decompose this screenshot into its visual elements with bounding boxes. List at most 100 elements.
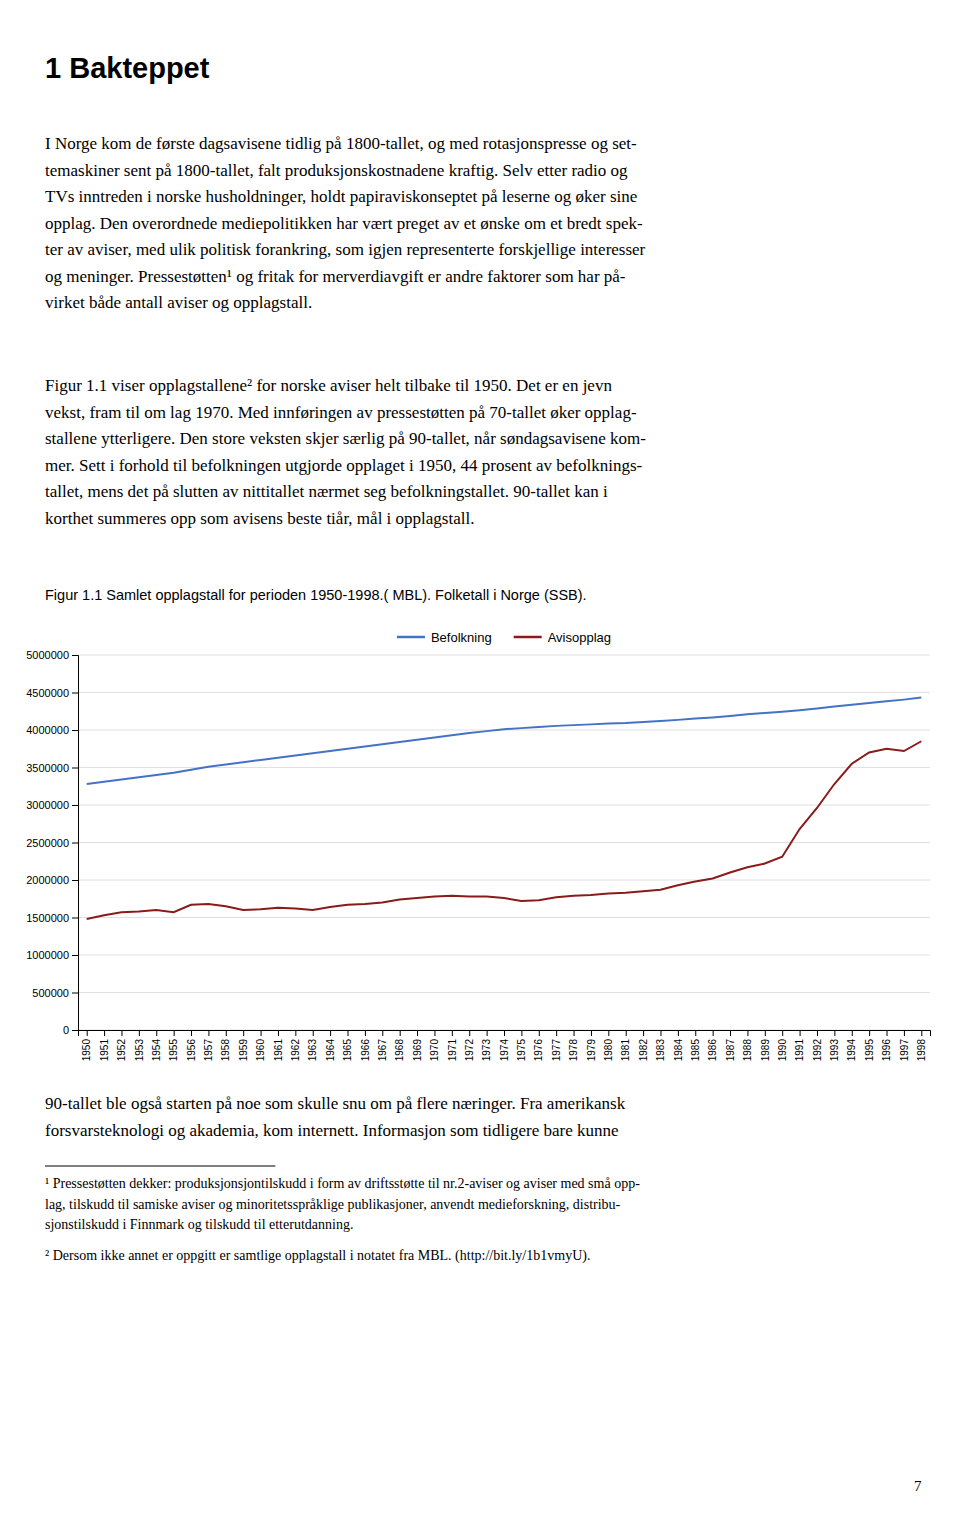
- x-tick: 1956: [186, 1030, 197, 1061]
- x-tick: 1984: [673, 1030, 684, 1061]
- x-tick: 1966: [360, 1030, 371, 1061]
- x-tick: 1951: [99, 1030, 110, 1061]
- tick-mark: [904, 1030, 905, 1036]
- tick-mark: [174, 1030, 175, 1036]
- tick-mark: [382, 1030, 383, 1036]
- tick-mark: [72, 955, 78, 956]
- tick-label: 3500000: [26, 762, 69, 774]
- x-tick: 1970: [429, 1030, 440, 1061]
- paragraph-line: TVs inntreden i norske husholdninger, ho…: [45, 187, 637, 206]
- tick-label: 1962: [290, 1039, 301, 1062]
- x-tick: 1968: [394, 1030, 405, 1061]
- tick-mark: [72, 843, 78, 844]
- x-tick: 1955: [168, 1030, 179, 1061]
- tick-mark: [695, 1030, 696, 1036]
- tick-mark: [365, 1030, 366, 1036]
- tick-label: 1970: [429, 1039, 440, 1062]
- tick-label: 1997: [899, 1039, 910, 1062]
- tick-label: 1980: [603, 1039, 614, 1062]
- tick-mark: [539, 1030, 540, 1036]
- tick-label: 1968: [394, 1039, 405, 1062]
- tick-mark: [626, 1030, 627, 1036]
- tick-mark: [295, 1030, 296, 1036]
- x-tick: 1985: [690, 1030, 701, 1061]
- series-line: [87, 741, 922, 919]
- tick-mark: [72, 918, 78, 919]
- tick-mark: [400, 1030, 401, 1036]
- tick-label: 1971: [447, 1039, 458, 1062]
- y-tick: 1500000: [26, 912, 78, 924]
- tick-mark: [713, 1030, 714, 1036]
- tick-mark: [574, 1030, 575, 1036]
- tick-label: 1961: [273, 1039, 284, 1062]
- legend-label: Befolkning: [431, 630, 492, 645]
- tick-mark: [72, 805, 78, 806]
- tick-mark: [278, 1030, 279, 1036]
- tick-label: 1956: [186, 1039, 197, 1062]
- tick-label: 1986: [707, 1039, 718, 1062]
- tick-label: 1967: [377, 1039, 388, 1062]
- x-tick: 1978: [568, 1030, 579, 1061]
- grid-line: [78, 917, 930, 918]
- tick-label: 1976: [533, 1039, 544, 1062]
- tick-mark: [261, 1030, 262, 1036]
- x-tick: 1953: [134, 1030, 145, 1061]
- tick-label: 1987: [725, 1039, 736, 1062]
- grid-line: [78, 880, 930, 881]
- tick-label: 1964: [325, 1039, 336, 1062]
- legend-swatch: [397, 636, 425, 639]
- legend: BefolkningAvisopplag: [397, 630, 611, 645]
- tick-label: 1977: [551, 1039, 562, 1062]
- tick-label: 1990: [777, 1039, 788, 1062]
- tick-mark: [72, 655, 78, 656]
- tick-label: 4500000: [26, 687, 69, 699]
- tick-mark: [313, 1030, 314, 1036]
- tick-mark: [765, 1030, 766, 1036]
- tick-label: 1953: [134, 1039, 145, 1062]
- x-tick: 1988: [742, 1030, 753, 1061]
- x-tick: 1982: [638, 1030, 649, 1061]
- tick-mark: [782, 1030, 783, 1036]
- tick-label: 1993: [829, 1039, 840, 1062]
- tick-mark: [852, 1030, 853, 1036]
- x-tick: 1960: [255, 1030, 266, 1061]
- paragraph-line: virket både antall aviser og opplagstall…: [45, 293, 312, 312]
- footnote-line: ¹ Pressestøtten dekker: produksjonsjonti…: [45, 1176, 640, 1191]
- x-tick: 1973: [481, 1030, 492, 1061]
- tick-mark: [869, 1030, 870, 1036]
- x-axis: 1950195119521953195419551956195719581959…: [79, 1030, 931, 1061]
- x-tick: 1957: [203, 1030, 214, 1061]
- paragraph-line: temaskiner sent på 1800-tallet, falt pro…: [45, 161, 628, 180]
- tick-label: 1978: [568, 1039, 579, 1062]
- tick-label: 1989: [760, 1039, 771, 1062]
- tick-label: 0: [63, 1024, 69, 1036]
- tick-label: 1996: [881, 1039, 892, 1062]
- tick-label: 1958: [220, 1039, 231, 1062]
- tick-mark: [72, 1030, 78, 1031]
- y-grid: [78, 655, 930, 1030]
- y-tick: 500000: [32, 987, 78, 999]
- tick-mark: [348, 1030, 349, 1036]
- x-tick: 1975: [516, 1030, 527, 1061]
- tick-label: 1973: [481, 1039, 492, 1062]
- y-tick: 3500000: [26, 762, 78, 774]
- paragraph-line: ter av aviser, med ulik politisk forankr…: [45, 240, 646, 259]
- tick-mark: [243, 1030, 244, 1036]
- page-number: 7: [914, 1478, 922, 1494]
- paragraph-line: og meninger. Pressestøtten¹ og fritak fo…: [45, 267, 626, 286]
- tick-label: 3000000: [26, 799, 69, 811]
- y-tick: 1000000: [26, 949, 78, 961]
- tick-label: 1988: [742, 1039, 753, 1062]
- x-tick: 1993: [829, 1030, 840, 1061]
- grid-line: [78, 692, 930, 693]
- tick-mark: [487, 1030, 488, 1036]
- tick-mark: [608, 1030, 609, 1036]
- x-tick: 1958: [220, 1030, 231, 1061]
- tick-mark: [87, 1030, 88, 1036]
- x-tick: 1964: [325, 1030, 336, 1061]
- footnote-line: sjonstilskudd i Finnmark og tilskudd til…: [45, 1217, 353, 1232]
- tick-label: 1963: [307, 1039, 318, 1062]
- grid-line: [78, 955, 930, 956]
- tick-label: 1955: [168, 1039, 179, 1062]
- x-tick: 1992: [812, 1030, 823, 1061]
